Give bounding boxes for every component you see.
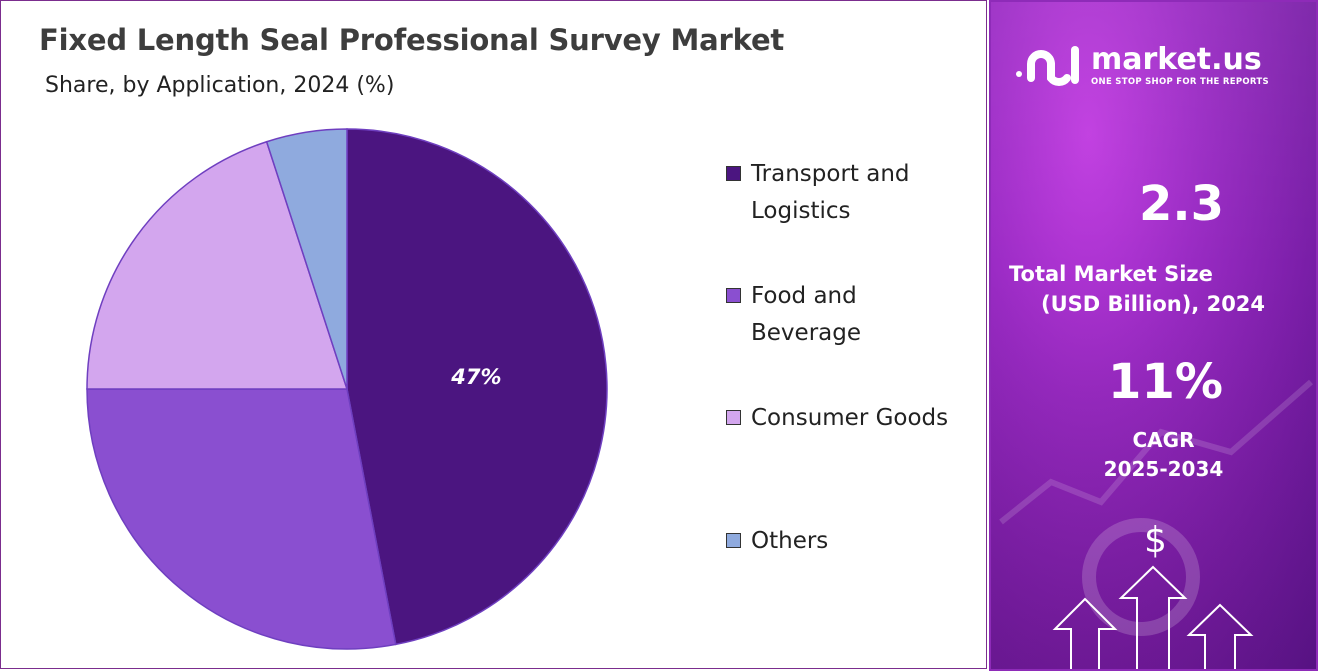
- legend-swatch: [726, 410, 741, 425]
- brand-tagline: ONE STOP SHOP FOR THE REPORTS: [1091, 77, 1269, 87]
- summary-panel: $ market.us ONE STOP SHOP FOR THE REPORT…: [989, 0, 1318, 671]
- legend-swatch: [726, 166, 741, 181]
- pie-slice-4: [265, 128, 348, 390]
- market-size-label-line2: (USD Billion), 2024: [1041, 292, 1266, 316]
- legend-label: Food and Beverage: [751, 283, 861, 346]
- pie-slice-1: [346, 128, 608, 646]
- pie-chart: 47%: [86, 128, 608, 650]
- chart-subtitle: Share, by Application, 2024 (%): [45, 73, 395, 98]
- legend-label: Transport and Logistics: [751, 161, 910, 224]
- market-size-label: Total Market Size (USD Billion), 2024: [1009, 259, 1265, 319]
- cagr-title: CAGR: [1132, 428, 1195, 452]
- cagr-period: 2025-2034: [1103, 457, 1224, 481]
- logo-icon: [1016, 46, 1079, 86]
- legend-swatch: [726, 533, 741, 548]
- legend-swatch: [726, 288, 741, 303]
- coin-ring-icon: [1082, 518, 1200, 636]
- chart-panel: Fixed Length Seal Professional Survey Ma…: [0, 0, 987, 669]
- cagr-label: CAGR 2025-2034: [991, 426, 1316, 484]
- legend-item: Consumer Goods: [726, 400, 986, 437]
- dollar-icon: $: [1144, 520, 1167, 561]
- market-size-label-line1: Total Market Size: [1009, 262, 1213, 286]
- chart-title: Fixed Length Seal Professional Survey Ma…: [39, 23, 785, 57]
- panel-shade: [991, 2, 1316, 669]
- pie-slice-3: [86, 140, 349, 390]
- pie-data-label-1: 47%: [450, 365, 501, 389]
- brand-logo: market.us ONE STOP SHOP FOR THE REPORTS: [1011, 40, 1301, 90]
- cagr-value: 11%: [1108, 354, 1223, 410]
- market-size-value: 2.3: [1138, 176, 1225, 232]
- legend-label: Consumer Goods: [751, 405, 949, 431]
- legend-item: Food and Beverage: [726, 278, 986, 352]
- graph-lines-icon: [999, 379, 1313, 525]
- background-decoration: [999, 379, 1313, 669]
- legend-item: Transport and Logistics: [726, 156, 986, 230]
- pie-slice-2: [86, 388, 397, 650]
- arrow-up-icon: [1052, 565, 1254, 669]
- legend-label: Others: [751, 528, 829, 554]
- legend-item: Others: [726, 523, 986, 560]
- brand-name: market.us: [1091, 42, 1262, 77]
